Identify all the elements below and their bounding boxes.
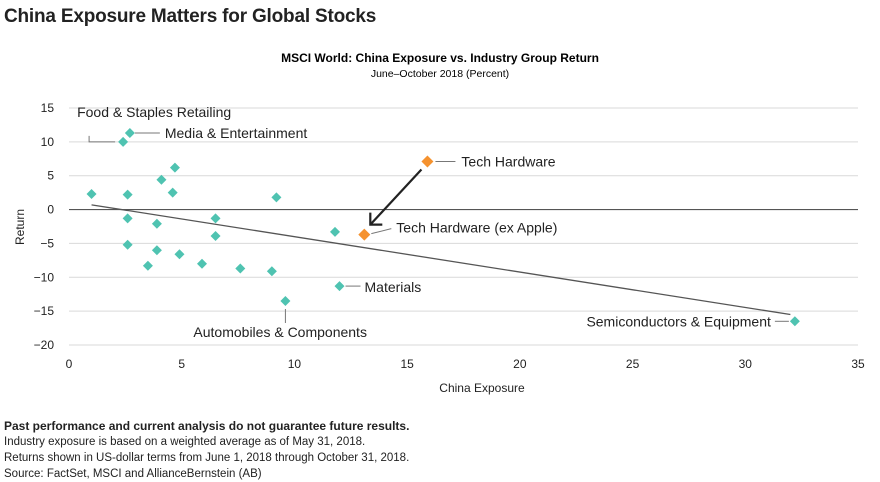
annotations: Food & Staples Retailing Media & Entertai…: [77, 104, 789, 340]
data-point: [86, 188, 97, 199]
y-axis-ticks: 15 10 5 0 −5 −10 −15 −20: [34, 101, 55, 352]
data-point: [197, 258, 208, 269]
highlight-point: [358, 228, 371, 241]
data-point: [280, 295, 291, 306]
point-annotation: Tech Hardware (ex Apple): [396, 220, 557, 236]
point-annotation: Food & Staples Retailing: [77, 104, 231, 120]
point-annotation: Media & Entertainment: [165, 125, 308, 141]
data-point: [122, 213, 133, 224]
data-point: [330, 226, 341, 237]
data-point: [266, 266, 277, 277]
data-point: [142, 260, 153, 271]
shift-arrow: [369, 168, 423, 226]
data-point: [174, 249, 185, 260]
y-tick-label: −5: [40, 236, 54, 250]
y-tick-label: −10: [34, 270, 55, 284]
arrow-head: [369, 212, 383, 226]
x-tick-label: 15: [400, 357, 414, 371]
chart-subtitle: June–October 2018 (Percent): [371, 68, 509, 80]
y-tick-label: 10: [41, 135, 55, 149]
footer: Past performance and current analysis do…: [4, 418, 409, 482]
grid-lines: [69, 107, 858, 346]
x-tick-label: 5: [178, 357, 185, 371]
data-point: [169, 162, 180, 173]
point-annotation: Automobiles & Components: [193, 324, 367, 340]
y-tick-label: −20: [34, 338, 55, 352]
y-tick-label: 0: [47, 203, 54, 217]
data-point: [271, 192, 282, 203]
x-tick-label: 20: [513, 357, 527, 371]
y-tick-label: 5: [47, 169, 54, 183]
data-point: [156, 174, 167, 185]
highlight-point: [421, 155, 434, 168]
data-point: [122, 239, 133, 250]
footer-line-1: Industry exposure is based on a weighted…: [4, 436, 366, 448]
data-point: [151, 245, 162, 256]
data-point: [210, 230, 221, 241]
chart-title: MSCI World: China Exposure vs. Industry …: [281, 51, 599, 65]
y-axis-label: Return: [13, 209, 27, 245]
y-tick-label: −15: [34, 304, 55, 318]
trend-line-path: [91, 204, 791, 316]
point-annotation: Materials: [365, 279, 422, 295]
page-title: China Exposure Matters for Global Stocks: [4, 6, 377, 27]
y-tick-label: 15: [41, 101, 55, 115]
x-tick-label: 0: [66, 357, 73, 371]
point-annotation: Semiconductors & Equipment: [586, 313, 771, 329]
leader-line: [371, 228, 392, 235]
data-point: [167, 187, 178, 198]
data-point: [210, 213, 221, 224]
trend-line: [91, 204, 791, 316]
x-axis-ticks: 0 5 10 15 20 25 30 35: [66, 357, 865, 371]
data-point: [235, 263, 246, 274]
x-axis-label: China Exposure: [439, 381, 525, 395]
point-annotation: Tech Hardware: [461, 153, 555, 169]
x-tick-label: 30: [739, 357, 753, 371]
data-point: [118, 136, 129, 147]
data-point: [124, 128, 135, 139]
data-point: [789, 316, 800, 327]
footer-line-2: Returns shown in US-dollar terms from Ju…: [4, 452, 410, 464]
data-points: [86, 128, 800, 327]
data-point: [122, 189, 133, 200]
scatter-chart: MSCI World: China Exposure vs. Industry …: [13, 51, 865, 395]
x-tick-label: 10: [288, 357, 302, 371]
x-tick-label: 25: [626, 357, 640, 371]
data-point: [334, 281, 345, 292]
data-point: [151, 218, 162, 229]
footer-source: Source: FactSet, MSCI and AllianceBernst…: [4, 468, 262, 480]
x-tick-label: 35: [851, 357, 865, 371]
leader-line: [88, 135, 116, 143]
disclaimer: Past performance and current analysis do…: [4, 419, 410, 433]
